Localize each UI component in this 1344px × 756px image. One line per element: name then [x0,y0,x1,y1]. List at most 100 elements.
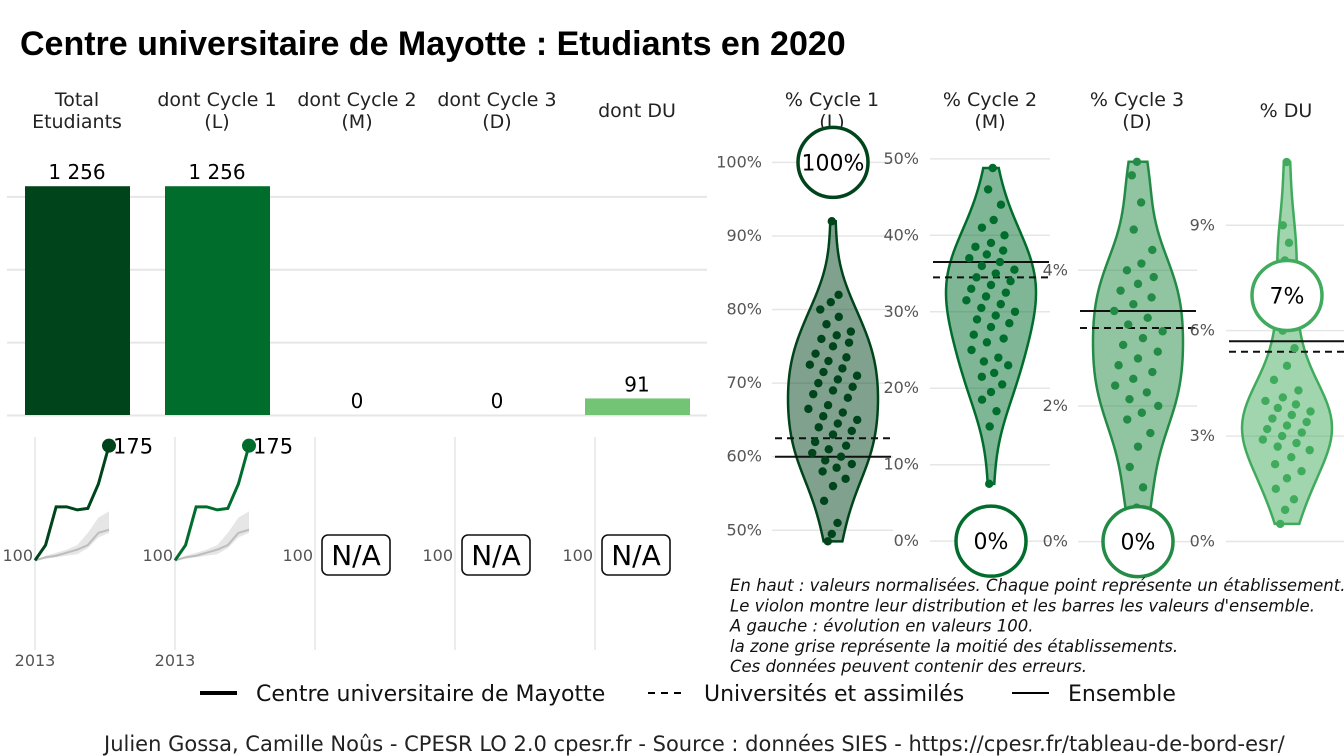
violin-point [985,422,994,431]
violin-point [841,441,851,450]
violin-point [1258,435,1268,444]
violin-tick-label: 0% [894,531,919,550]
violin-point [1005,319,1014,328]
trend-base-label: 100 [562,546,593,565]
trend-end-label-total: 175 [113,435,153,459]
violin-point [1132,157,1142,166]
violin-point [1269,375,1279,385]
violin-point [823,400,833,410]
column-header-cycle2: (M) [341,111,372,133]
violin-point [972,273,981,282]
value-bubble-du [1250,258,1324,333]
violin-point [996,299,1005,309]
bar-total [25,186,130,415]
violin-point [989,368,999,378]
violin-point [1287,410,1296,420]
violin-tick-label: 50% [883,149,919,168]
violin-point [1000,231,1009,240]
violin-point [984,479,994,489]
violin-point [821,456,830,465]
trend-median-line [34,528,110,562]
bar-label-du: 91 [624,372,649,396]
violin-point [838,408,848,417]
violin-tick-label: 30% [883,302,919,321]
value-label-cycle2: 0% [974,530,1009,555]
violin-point [1138,483,1148,492]
violin-tick-label: 80% [726,300,762,319]
violin-point [811,349,820,358]
violin-point [977,261,987,271]
violin-point [1280,505,1290,515]
trend-xtick: 2013 [15,651,56,670]
violin-point [1110,381,1120,390]
violin-point [1129,225,1138,234]
violin-point [1287,452,1296,462]
violin-point [804,404,813,414]
value-bubble-cycle1 [796,125,870,200]
violin-tick-label: 0% [1043,532,1068,551]
violin-point [848,382,857,391]
violin-point [988,163,997,173]
violin-point [810,437,820,447]
violin-point [1129,300,1138,309]
violin-point [999,334,1008,343]
violin-point [1122,266,1132,275]
trend-band [35,511,109,561]
violin-point [981,292,991,301]
violin-point [1133,354,1143,363]
violin-point [1284,238,1294,248]
column-header-cycle1: (L) [204,111,229,133]
violin-point [977,395,987,404]
violin-point [836,452,846,461]
trend-line-cycle1 [173,445,251,562]
violin-point [995,257,1005,267]
violin-point [986,280,996,290]
violin-point [833,419,843,428]
violin-point [1123,415,1132,424]
violin-point [982,338,992,347]
violin-point [1270,459,1280,469]
na-box [321,534,391,576]
violin-point [1153,347,1162,356]
violin-point [1292,438,1301,448]
violin-point [814,423,823,432]
violin-tick-label: 50% [726,520,762,539]
violin-point [977,223,987,232]
legend-label: Centre universitaire de Mayotte [256,682,605,707]
violin-point [1133,279,1143,289]
column-header-total: Etudiants [32,111,122,133]
trend-xtick: 2013 [155,651,196,670]
violin-point [965,254,974,263]
violin-point [1282,361,1292,371]
value-label-cycle3: 0% [1121,531,1156,556]
trend-panel: 100 2013 175 100 2013 175 100 N/A 100 N/A 100 N/A [2,435,671,670]
violin-point [1147,293,1156,302]
value-bubble-cycle2 [954,504,1028,578]
violin-point [1146,428,1155,438]
violin-point [844,338,854,347]
violin-tick-label: 0% [1190,531,1215,550]
trend-base-label: 100 [142,546,173,565]
violin-point [1302,417,1311,427]
violin-point [818,467,827,476]
violin-point [1261,396,1270,406]
violin-point [1277,431,1287,441]
violin-point [1109,306,1119,316]
violin-point [967,284,976,294]
violin-point [1133,442,1143,451]
violin-point [972,315,982,324]
violin-point [1297,428,1306,437]
violin-header-cycle3: (D) [1122,111,1151,133]
violin-point [1125,462,1134,472]
column-header-du: dont DU [598,100,676,122]
violin-tick-label: 70% [726,373,762,392]
violin-point [824,445,833,454]
violin-point [833,375,843,384]
violin-point [814,378,823,388]
violin-point [1290,344,1299,353]
violin-point [991,269,1000,278]
legend-label: Universités et assimilés [704,682,964,707]
violin-point [991,311,1000,320]
violin-point [833,518,842,528]
